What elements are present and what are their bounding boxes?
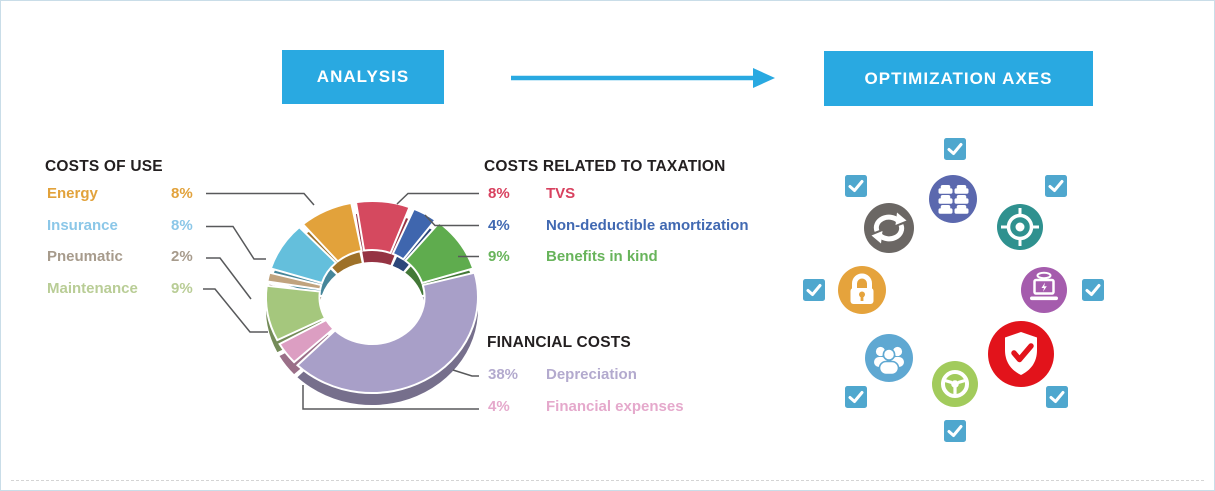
checkbox-upper-right[interactable] xyxy=(1045,175,1067,197)
legend-connector-line xyxy=(206,192,315,206)
legend-value: 9% xyxy=(488,248,510,265)
legend-label: Pneumatic xyxy=(47,248,123,265)
donut-segment-benefits-in-kind xyxy=(403,221,475,285)
donut-segment-insurance xyxy=(269,225,338,285)
donut-segment-maintenance xyxy=(265,284,327,342)
donut-segment-non-deductible-amortization xyxy=(391,207,437,261)
legend-value: 8% xyxy=(171,185,193,202)
donut-segment-energy xyxy=(301,201,363,263)
legend-label: Depreciation xyxy=(546,366,637,383)
checkbox-bottom[interactable] xyxy=(944,420,966,442)
donut-segment-financial-expenses xyxy=(279,332,334,375)
checkbox-lower-left[interactable] xyxy=(845,386,867,408)
legend-connector-line xyxy=(424,214,479,227)
bottom-divider xyxy=(11,480,1204,481)
taxation-title: COSTS RELATED TO TAXATION xyxy=(484,158,726,175)
checkbox-left[interactable] xyxy=(803,279,825,301)
checkbox-top[interactable] xyxy=(944,138,966,160)
steering-wheel-icon xyxy=(932,361,978,407)
donut-segment-pneumatic xyxy=(266,271,323,291)
legend-value: 9% xyxy=(171,280,193,297)
optimization-axes-button[interactable]: OPTIMIZATION AXES xyxy=(824,51,1093,106)
analysis-button[interactable]: ANALYSIS xyxy=(282,50,444,104)
legend-value: 2% xyxy=(171,248,193,265)
checkbox-lower-right[interactable] xyxy=(1046,386,1068,408)
donut-segment-depreciation xyxy=(295,271,479,394)
checkbox-right[interactable] xyxy=(1082,279,1104,301)
connected-laptop-icon xyxy=(1021,267,1067,313)
legend-label: Insurance xyxy=(47,217,118,234)
refresh-icon xyxy=(864,203,914,253)
legend-value: 4% xyxy=(488,398,510,415)
donut-segment-financial-expenses xyxy=(278,318,335,364)
legend-value: 38% xyxy=(488,366,519,383)
donut-segment-tvs xyxy=(354,200,411,255)
legend-connector-line xyxy=(452,369,479,377)
target-icon xyxy=(997,204,1043,250)
legend-label: TVS xyxy=(546,185,576,202)
legend-label: Financial expenses xyxy=(546,398,684,415)
legend-connector-line xyxy=(206,225,266,260)
shield-check-icon xyxy=(988,321,1054,387)
legend-label: Maintenance xyxy=(47,280,138,297)
legend-value: 8% xyxy=(171,217,193,234)
flow-arrow-icon xyxy=(509,64,777,92)
legend-label: Benefits in kind xyxy=(546,248,658,265)
legend-label: Non-deductible amortization xyxy=(546,217,749,234)
donut-chart xyxy=(203,192,479,410)
financial-costs-title: FINANCIAL COSTS xyxy=(487,334,631,351)
legend-connector-line xyxy=(206,257,252,300)
legend-connector-line xyxy=(396,192,479,205)
legend-connector-line xyxy=(302,385,479,410)
legend-connector-line xyxy=(203,288,268,333)
fleet-vehicles-icon xyxy=(929,175,977,223)
legend-value: 8% xyxy=(488,185,510,202)
checkbox-upper-left[interactable] xyxy=(845,175,867,197)
people-group-icon xyxy=(865,334,913,382)
costs-of-use-title: COSTS OF USE xyxy=(45,158,163,175)
legend-value: 4% xyxy=(488,217,510,234)
legend-label: Energy xyxy=(47,185,98,202)
lock-icon xyxy=(838,266,886,314)
